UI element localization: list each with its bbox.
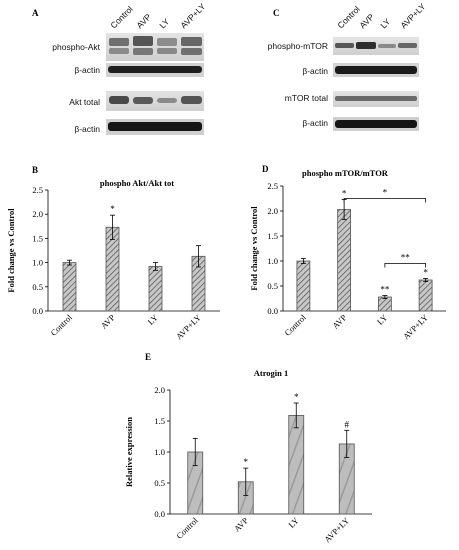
lane-label: Control <box>335 4 362 31</box>
bar <box>288 415 305 515</box>
lane-label: AVP+LY <box>398 1 427 30</box>
category-label: AVP <box>232 515 251 534</box>
category-label: AVP+LY <box>174 312 203 341</box>
bar <box>418 279 433 312</box>
comparison-bracket <box>343 198 427 203</box>
y-axis-label: Fold change vs Control <box>6 208 16 293</box>
lane-label: AVP <box>357 12 376 31</box>
y-tick-label: 0.5 <box>154 478 165 488</box>
panel-letter: D <box>262 164 269 174</box>
y-axis-label: Fold change vs Control <box>249 206 259 291</box>
blot-beta-actin-a1 <box>106 63 204 77</box>
y-tick-label: 1.5 <box>267 231 278 241</box>
row-label: β-actin <box>74 124 100 134</box>
blot-akt-total <box>106 91 204 111</box>
row-label: β-actin <box>302 66 328 76</box>
blot-beta-actin-c1 <box>333 63 419 77</box>
y-tick-label: 1.5 <box>32 233 43 243</box>
row-label: phospho-mTOR <box>268 41 328 51</box>
significance-mark: ** <box>380 285 390 295</box>
y-tick-label: 0.5 <box>267 281 278 291</box>
row-label: mTOR total <box>285 93 328 103</box>
panel-letter-c: C <box>273 8 280 18</box>
y-tick-label: 0.5 <box>32 282 43 292</box>
bar <box>377 296 392 312</box>
significance-mark: * <box>342 189 347 199</box>
y-tick-label: 2.0 <box>32 209 43 219</box>
lane-labels-a: Control AVP LY AVP+LY <box>108 1 207 30</box>
y-tick-label: 1.0 <box>32 258 43 268</box>
category-label: Control <box>282 312 308 338</box>
row-label: phospho-Akt <box>52 42 100 52</box>
chart-title: phospho mTOR/mTOR <box>302 168 389 178</box>
row-label: β-actin <box>302 118 328 128</box>
y-tick-label: 0.0 <box>32 306 43 316</box>
y-axis-label: Relative expression <box>124 417 134 487</box>
significance-mark: * <box>244 457 249 467</box>
lane-label: AVP+LY <box>178 1 207 30</box>
blot-phospho-mtor <box>333 37 419 55</box>
lane-label: LY <box>378 16 392 30</box>
category-label: Control <box>174 515 200 541</box>
row-labels-c: phospho-mTOR β-actin mTOR total β-actin <box>268 41 329 128</box>
y-tick-label: 2.0 <box>267 206 278 216</box>
y-tick-label: 2.0 <box>154 385 165 395</box>
lane-label: AVP <box>134 12 153 31</box>
significance-mark: # <box>345 419 350 429</box>
category-label: AVP+LY <box>322 515 351 544</box>
category-label: LY <box>286 515 300 529</box>
y-tick-label: 1.0 <box>154 447 165 457</box>
bar <box>148 266 163 312</box>
category-label: Control <box>48 312 74 338</box>
blot-phospho-akt <box>106 33 204 61</box>
lane-label: LY <box>157 16 171 30</box>
category-label: AVP <box>330 312 349 331</box>
comparison-label: ** <box>401 253 411 263</box>
category-label: AVP+LY <box>401 312 430 341</box>
blot-beta-actin-a2 <box>106 119 204 135</box>
y-tick-label: 2.5 <box>32 185 43 195</box>
bar <box>337 209 352 312</box>
bar <box>62 262 77 312</box>
comparison-label: * <box>383 188 388 198</box>
bar <box>296 260 311 312</box>
y-tick-label: 1.5 <box>154 416 165 426</box>
panel-letter: B <box>32 165 38 175</box>
significance-mark: * <box>294 392 299 402</box>
y-tick-label: 2.5 <box>267 181 278 191</box>
y-tick-label: 0.0 <box>154 509 165 519</box>
lane-label: Control <box>108 4 135 31</box>
significance-mark: * <box>423 268 428 278</box>
y-tick-label: 1.0 <box>267 256 278 266</box>
y-tick-label: 0.0 <box>267 306 278 316</box>
category-label: AVP <box>99 312 118 331</box>
blot-beta-actin-c2 <box>333 117 419 131</box>
blot-mtor-total <box>333 91 419 107</box>
significance-mark: * <box>110 204 115 214</box>
chart-title: phospho Akt/Akt tot <box>100 178 174 188</box>
panel-letter: E <box>145 352 151 362</box>
row-labels-a: phospho-Akt β-actin Akt total β-actin <box>52 42 100 134</box>
row-label: Akt total <box>69 97 100 107</box>
panel-a-blots: A Control AVP LY AVP+LY phospho-Akt β-actin A… <box>32 1 208 135</box>
category-label: LY <box>145 312 159 326</box>
chart-title: Atrogin 1 <box>254 368 289 378</box>
panel-letter-a: A <box>32 8 39 18</box>
chart-e: E Atrogin 1 Relative expression 0.0 0.5 1.0 1.… <box>124 352 372 544</box>
bar <box>105 226 120 312</box>
category-label: LY <box>375 312 389 326</box>
row-label: β-actin <box>74 65 100 75</box>
comparison-bracket <box>384 263 427 268</box>
